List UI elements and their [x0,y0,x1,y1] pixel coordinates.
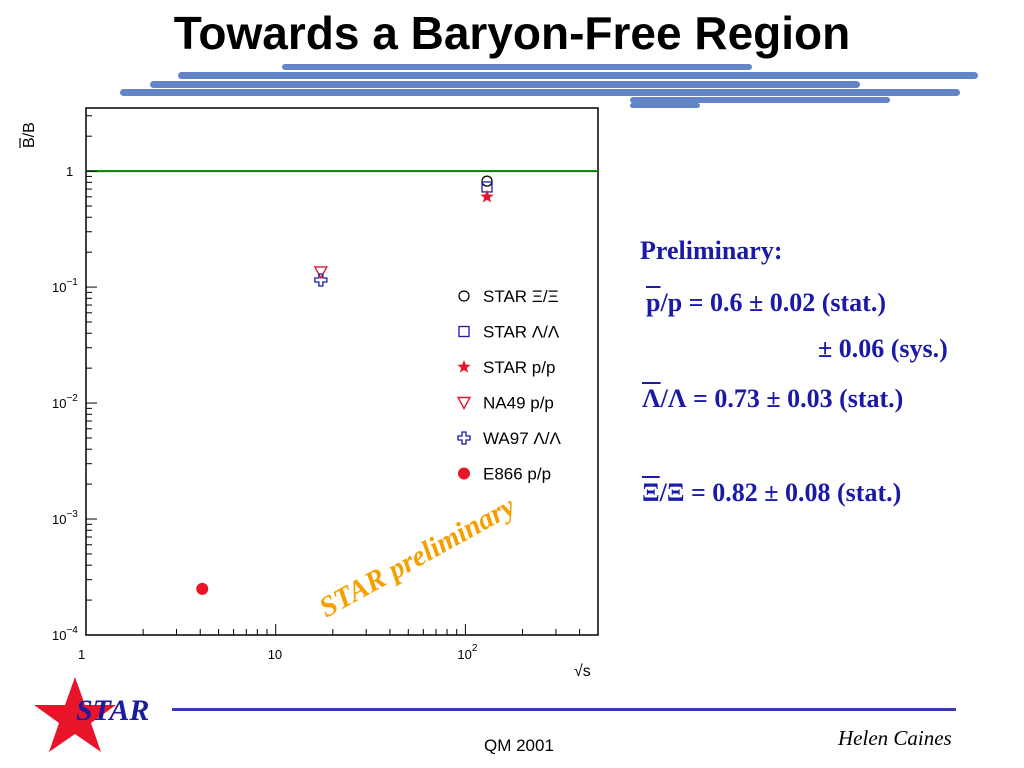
y-tick-label: 10−1 [52,277,78,295]
y-tick-label: 10−4 [52,625,78,643]
results-heading: Preliminary: [640,236,783,265]
result-proton-sys: ± 0.06 (sys.) [818,334,948,363]
data-point-4 [314,273,328,287]
data-point-2 [480,189,494,203]
data-point-0 [481,175,493,187]
result-lambda-ratio: Λ/Λ = 0.73 ± 0.03 (stat.) [642,384,903,414]
legend-label-5: E866 p/p [483,465,551,484]
antixi-symbol: Ξ [642,478,660,507]
y-axis-label-text: B/B [21,122,38,148]
legend-label-2: STAR p/p [483,358,555,377]
y-tick-label: 10−3 [52,509,78,527]
data-points [196,175,494,595]
x-tick-label: 10 [268,647,282,662]
xi-ratio-value: /Ξ = 0.82 ± 0.08 (stat.) [659,478,902,507]
conference-label: QM 2001 [484,736,554,755]
legend-marker-3 [456,396,472,410]
legend: STAR Ξ/Ξ STAR Λ/Λ STAR p/p NA49 p/p WA97 Λ/Λ… [456,287,561,484]
legend-label-4: WA97 Λ/Λ [483,429,561,448]
legend-label-1: STAR Λ/Λ [483,323,560,342]
legend-marker-2 [457,360,471,373]
proton-ratio-value: /p = 0.6 ± 0.02 (stat.) [660,288,886,317]
plot-frame [85,107,599,636]
antiproton-symbol: p [646,288,661,317]
antilambda-symbol: Λ [642,384,661,413]
x-axis-label: √s [574,663,591,680]
legend-label-3: NA49 p/p [483,394,554,413]
legend-label-0: STAR Ξ/Ξ [483,287,559,306]
y-axis-label: B/B [19,122,38,148]
legend-marker-5 [458,467,470,480]
y-tick-label: 1 [66,164,73,179]
star-logo-text: STAR [76,694,150,727]
legend-marker-1 [458,325,470,338]
footer-divider [172,708,956,711]
y-tick-label: 10−2 [52,393,78,411]
axis-ticks [85,115,599,636]
x-tick-label: 1 [78,647,85,662]
brush-stroke-decoration [120,64,978,108]
author-name: Helen Caines [838,726,952,750]
legend-marker-0 [458,290,470,302]
lambda-ratio-value: /Λ = 0.73 ± 0.03 (stat.) [660,384,904,413]
axis-tick-labels: 1 10 102 1 10−1 10−2 10−3 10−4 [52,164,478,662]
data-point-5 [196,582,209,595]
data-point-3 [313,266,329,280]
slide-title: Towards a Baryon-Free Region [173,7,851,59]
star-logo-icon [34,677,116,752]
result-xi-ratio: Ξ/Ξ = 0.82 ± 0.08 (stat.) [642,478,901,508]
x-tick-label: 102 [457,643,477,662]
result-proton-ratio: p/p = 0.6 ± 0.02 (stat.) [646,288,886,318]
legend-marker-4 [457,431,471,445]
